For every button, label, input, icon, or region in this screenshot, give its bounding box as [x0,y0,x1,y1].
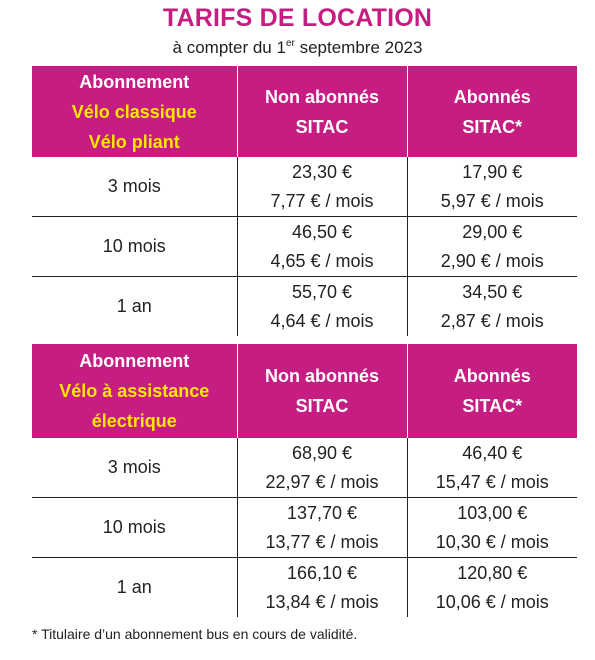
monthly-price: 2,87 € / mois [440,310,544,331]
subscriber-price-cell: 46,40 € 15,47 € / mois [406,438,577,498]
non-subscriber-price-cell: 68,90 € 22,97 € / mois [236,438,407,498]
header-subscribers: Abonnés SITAC* [406,66,577,157]
header-subscribers-line1: Abonnés [453,86,531,107]
monthly-price: 22,97 € / mois [265,471,379,492]
header-subscribers-line2: SITAC* [462,396,523,416]
non-subscriber-price-cell: 46,50 € 4,65 € / mois [236,216,407,277]
table-row: 10 mois 137,70 €13,77 € / mois 103,00 €1… [32,497,577,558]
price: 46,50 € [291,221,353,242]
monthly-price: 7,77 € / mois [270,190,374,211]
non-subscriber-price-cell: 23,30 € 7,77 € / mois [236,157,407,217]
duration-cell: 3 mois [32,157,237,217]
monthly-price: 5,97 € / mois [440,190,544,211]
header-non-subscribers: Non abonnés SITAC [236,344,407,438]
subscriber-price-cell: 34,50 € 2,87 € / mois [406,276,577,336]
header-non-subscribers: Non abonnés SITAC [236,66,407,157]
page-title: TARIFS DE LOCATION [162,4,433,32]
price: 137,70 € [286,502,358,523]
subscriber-price-cell: 120,80 € 10,06 € / mois [406,557,577,617]
monthly-price: 13,84 € / mois [265,591,379,612]
subscriber-price-cell: 17,90 € 5,97 € / mois [406,157,577,217]
header-subscribers-line2: SITAC* [462,116,523,137]
price: 23,30 € [291,161,353,182]
monthly-price: 15,47 € / mois [435,471,549,492]
duration-cell: 10 mois [32,216,237,277]
header-subscription: Abonnement Vélo classique Vélo pliant [32,66,237,157]
table-row: 1 an 166,10 € 13,84 € / mois 120,80 € 10,0… [32,557,577,617]
tariff-table-electric: Abonnement Vélo à assistance électrique … [32,344,577,617]
price: 55,70 € [291,281,353,302]
duration-cell: 1 an [116,296,152,316]
table-row: 10 mois 46,50 € 4,65 € / mois 29,00 € 2,90… [32,216,577,277]
header-subscribers: Abonnés SITAC* [406,344,577,438]
price: 29,00 € [462,221,523,242]
header-non-subscribers-line1: Non abonnés [264,366,379,386]
tariff-table-classic: Abonnement Vélo classique Vélo pliant No… [32,66,577,336]
non-subscriber-price-cell: 137,70 € 13,77 € / mois [236,497,407,558]
price: 120,80 € [457,562,528,583]
monthly-price: 4,65 € / mois [270,250,374,271]
duration-cell: 10 mois [32,497,237,558]
non-subscriber-price-cell: 166,10 € 13,84 € / mois [236,557,407,617]
header-bike-type-1: Vélo à assistance [59,381,210,401]
subtitle-before: à compter du 1 [172,38,286,57]
price: 68,90 € [291,442,353,463]
price: 46,40 € [462,442,523,463]
non-subscriber-price-cell: 55,70 € 4,64 € / mois [236,276,407,336]
table-row: 3 mois 68,90 € 22,97 € / mois 46,40 € 15,4… [32,438,577,498]
header-bike-type-2: électrique [91,411,177,431]
monthly-price: 4,64 € / mois [270,310,374,331]
price: 34,50 € [462,281,523,302]
header-bike-type-1: Vélo classique [71,101,197,122]
subscriber-price-cell: 103,00 € 10,30 € / mois [406,497,577,558]
price: 103,00 € [457,502,528,523]
header-bike-type-2: Vélo pliant [88,131,180,152]
header-subscribers-line1: Abonnés [453,366,531,386]
header-non-subscribers-line2: SITAC [295,116,349,137]
footnote: * Titulaire d’un abonnement bus en cours… [32,626,358,642]
header-subscription-label: Abonnement [79,71,190,92]
subscriber-price-cell: 29,00 € 2,90 € / mois [406,216,577,277]
header-non-subscribers-line2: SITAC [295,396,349,416]
header-non-subscribers-line1: Non abonnés [264,86,379,107]
price: 17,90 € [462,161,523,182]
header-subscription-label: Abonnement [79,351,190,371]
header-subscription: Abonnement Vélo à assistance électrique [32,344,237,438]
duration-cell: 3 mois [32,438,237,498]
table-header-row: Abonnement Vélo classique Vélo pliant No… [32,66,577,157]
table-header-row: Abonnement Vélo à assistance électrique … [32,344,577,438]
subtitle-superscript: er [285,38,295,49]
table-row: 1 an 55,70 € 4,64 € / mois 34,50 € 2,87 € … [32,276,577,336]
price: 166,10 € [286,562,358,583]
subtitle-after: septembre 2023 [294,38,423,57]
table-row: 3 mois 23,30 € 7,77 € / mois 17,90 € 5,97 … [32,157,577,217]
monthly-price: 13,77 € / mois [265,531,379,552]
monthly-price: 10,30 € / mois [435,531,549,552]
monthly-price: 2,90 € / mois [440,250,544,271]
monthly-price: 10,06 € / mois [435,591,549,612]
duration-cell: 1 an [116,577,152,597]
page-subtitle: à compter du 1er septembre 2023 [0,38,595,58]
